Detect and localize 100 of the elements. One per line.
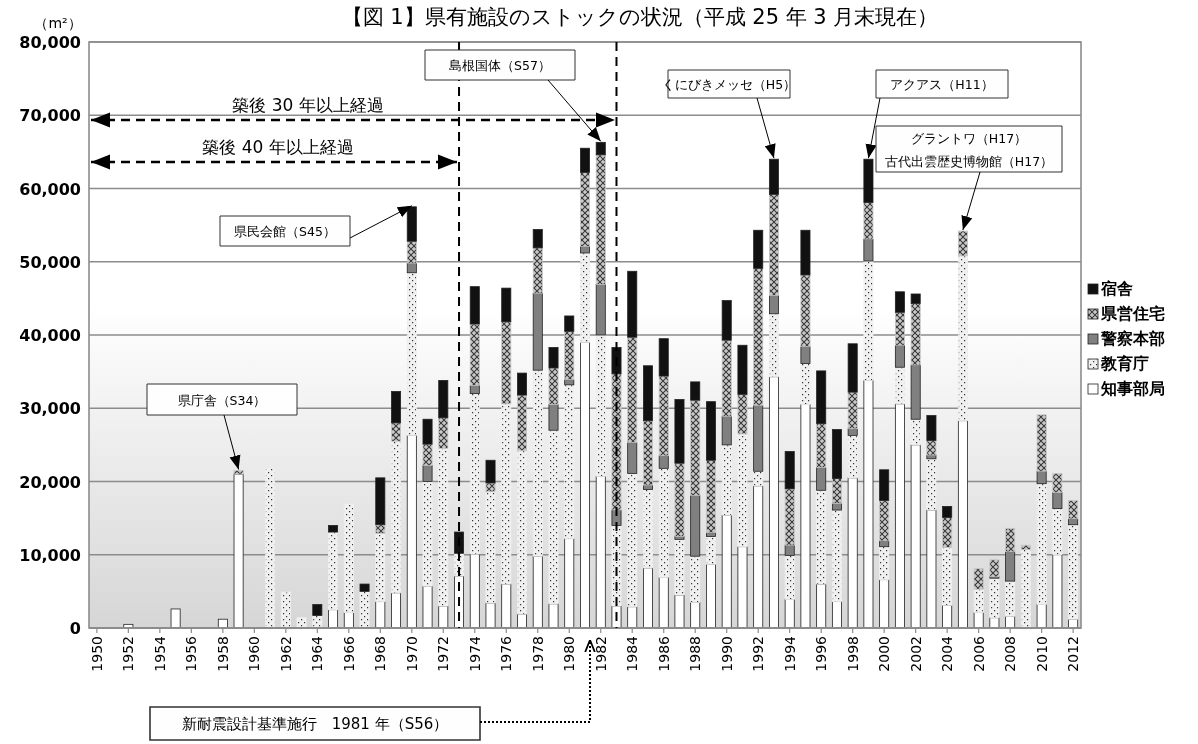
x-tick-label: 2004 — [939, 635, 956, 672]
x-tick-label: 1966 — [340, 635, 357, 672]
annotation: 古代出雲歴史博物館（H17） — [884, 153, 1054, 169]
x-tick-label: 1952 — [120, 636, 137, 672]
annotation: アクアス（H11） — [890, 77, 994, 92]
annotation: グラントワ（H17） — [910, 130, 1028, 146]
bar — [690, 399, 701, 496]
bar — [580, 341, 590, 629]
bar — [894, 366, 905, 405]
bar — [942, 506, 953, 518]
bar — [658, 577, 669, 629]
bar — [831, 429, 842, 479]
bar — [910, 418, 921, 446]
bar — [359, 583, 370, 592]
bar — [438, 380, 449, 419]
bar — [800, 229, 811, 276]
bar — [674, 538, 685, 596]
bar — [690, 601, 701, 629]
bar — [973, 588, 984, 614]
bar — [343, 503, 354, 614]
bar — [627, 442, 638, 474]
annotation: 島根国体（S57） — [449, 58, 551, 73]
bar — [863, 260, 874, 381]
bar — [816, 489, 827, 585]
bar — [768, 193, 779, 296]
legend-label: 警察本部 — [1100, 329, 1165, 348]
bar — [1036, 604, 1047, 629]
y-axis-title: （m²） — [34, 15, 82, 31]
bar — [879, 540, 890, 548]
bar — [312, 615, 323, 629]
annotation: 県庁舎（S34） — [177, 392, 267, 408]
bar — [674, 399, 685, 464]
bar — [863, 380, 874, 629]
bar — [658, 455, 669, 469]
bar — [548, 367, 559, 405]
bar — [706, 532, 716, 537]
bar — [957, 420, 968, 629]
bar — [328, 531, 339, 611]
bar — [658, 375, 669, 457]
bar — [973, 612, 984, 629]
bar — [942, 516, 953, 548]
bar — [1020, 549, 1031, 629]
bar — [469, 286, 480, 325]
bar — [721, 514, 732, 629]
bar — [627, 606, 638, 629]
bar — [894, 403, 905, 629]
bar — [957, 230, 968, 257]
bar — [831, 503, 842, 511]
bar — [406, 240, 417, 264]
x-tick-label: 1990 — [718, 636, 735, 672]
y-tick-label: 30,000 — [19, 399, 81, 419]
bar — [469, 323, 480, 386]
bar — [501, 583, 512, 629]
bar — [1052, 508, 1063, 556]
bar — [879, 469, 890, 501]
bar — [643, 365, 653, 422]
y-tick-label: 40,000 — [19, 326, 81, 345]
legend-label: 教育庁 — [1100, 354, 1149, 373]
bar — [706, 459, 716, 534]
bar — [753, 485, 764, 629]
x-tick-label: 1964 — [309, 635, 326, 672]
bar — [1068, 524, 1079, 620]
bar — [768, 376, 779, 629]
bar — [580, 171, 590, 247]
bar — [391, 440, 402, 594]
bar — [627, 270, 638, 338]
bar — [406, 272, 417, 436]
bar — [422, 443, 433, 466]
x-tick-label: 1970 — [403, 636, 420, 672]
bar — [375, 601, 386, 629]
x-tick-label: 1968 — [372, 636, 389, 672]
bar — [737, 344, 748, 395]
bar — [721, 444, 732, 516]
bar — [501, 403, 512, 585]
bar — [737, 433, 748, 548]
x-tick-label: 1950 — [88, 636, 105, 672]
bar — [658, 467, 669, 578]
bar — [784, 555, 795, 600]
bar — [532, 247, 543, 294]
annotation: くにびきメッセ（H5） — [661, 77, 797, 92]
bar — [800, 363, 811, 405]
x-tick-label: 1982 — [592, 636, 609, 672]
bar — [863, 158, 874, 203]
bar — [469, 385, 480, 394]
bar — [296, 617, 307, 629]
bar — [422, 418, 433, 445]
bar — [406, 206, 417, 242]
bar — [894, 291, 905, 313]
x-tick-label: 1978 — [529, 636, 546, 672]
bar — [469, 553, 480, 629]
bar — [989, 559, 1000, 578]
bar — [1005, 580, 1016, 617]
bar — [438, 417, 449, 449]
y-tick-label: 80,000 — [19, 33, 81, 52]
bar — [989, 617, 1000, 629]
bar — [580, 252, 590, 343]
bar — [910, 303, 921, 366]
text: 新耐震設計基準施行 1981 年（S56） — [181, 714, 449, 733]
bar — [548, 429, 559, 605]
bar — [469, 393, 480, 555]
